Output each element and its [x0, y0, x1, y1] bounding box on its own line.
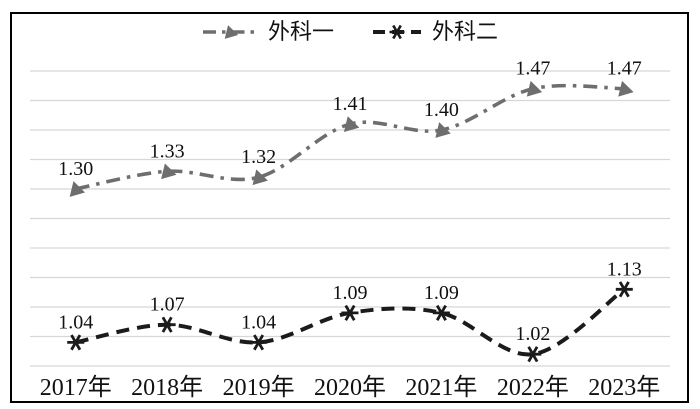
x-axis-label: 2019年: [223, 374, 295, 401]
chart-border-frame: [10, 12, 689, 403]
data-point-label: 1.33: [150, 140, 185, 162]
data-point-marker-triangle: [252, 169, 268, 186]
data-point-marker-triangle: [161, 163, 177, 180]
data-point-marker-asterisk: [524, 346, 542, 363]
x-axis-label: 2022年: [497, 374, 569, 401]
data-point-marker-triangle: [343, 116, 360, 132]
data-point-marker-triangle: [69, 181, 86, 197]
data-point-label: 1.04: [241, 311, 276, 333]
data-point-label: 1.07: [150, 294, 185, 316]
x-axis-label: 2018年: [131, 374, 203, 401]
data-point-marker-triangle: [526, 80, 543, 97]
data-point-label: 1.41: [333, 93, 368, 115]
data-point-marker-asterisk: [615, 281, 633, 298]
data-point-label: 1.47: [607, 58, 642, 80]
data-point-label: 1.04: [58, 311, 93, 333]
data-point-label: 1.32: [241, 146, 276, 168]
x-axis-label: 2023年: [588, 374, 660, 401]
x-axis-label: 2017年: [40, 374, 112, 401]
data-point-marker-triangle: [224, 25, 239, 39]
data-point-label: 1.09: [424, 282, 459, 304]
data-point-marker-triangle: [435, 122, 451, 138]
data-point-marker-asterisk: [250, 334, 268, 351]
data-point-label: 1.40: [424, 99, 459, 121]
data-point-marker-asterisk: [432, 304, 450, 321]
data-point-label: 1.02: [515, 323, 550, 345]
x-axis-label: 2021年: [405, 374, 477, 401]
data-point-marker-asterisk: [158, 316, 176, 333]
data-point-marker-asterisk: [341, 304, 359, 321]
chart-legend: 外科一 外科二: [0, 21, 700, 43]
data-point-marker-asterisk: [67, 334, 85, 351]
data-point-label: 1.47: [515, 58, 550, 80]
data-point-label: 1.13: [607, 258, 642, 280]
x-axis-label: 2020年: [314, 374, 386, 401]
legend-label-series1: 外科一: [267, 19, 334, 44]
data-point-label: 1.30: [58, 158, 93, 180]
legend-item-series1: 外科一: [202, 21, 334, 43]
data-point-marker-triangle: [618, 80, 634, 97]
legend-line-sample-series2: [373, 24, 421, 40]
data-point-marker-asterisk: [389, 24, 405, 40]
data-point-label: 1.09: [333, 282, 368, 304]
legend-label-series2: 外科二: [432, 19, 499, 44]
legend-item-series2: 外科二: [372, 21, 498, 43]
legend-line-sample-series1: [202, 25, 257, 39]
